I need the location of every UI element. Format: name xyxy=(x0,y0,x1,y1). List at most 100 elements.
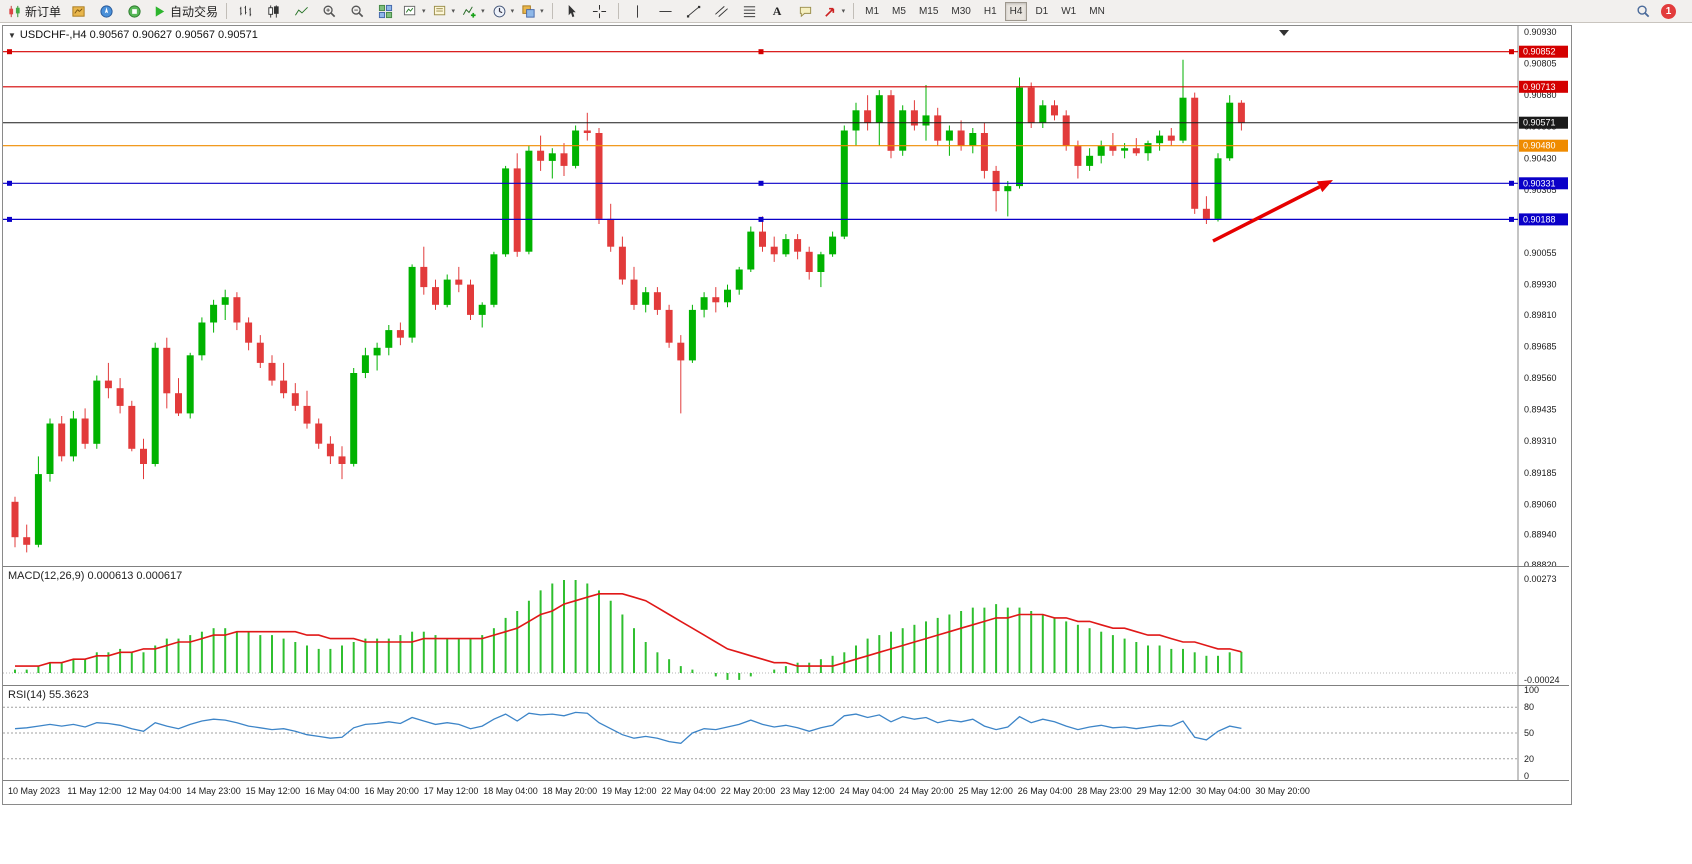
price-axis[interactable]: 0.909300.908050.906800.905550.904300.903… xyxy=(1524,27,1557,566)
line-handle[interactable] xyxy=(7,216,12,222)
candle-body xyxy=(1051,105,1058,116)
line-handle[interactable] xyxy=(1509,180,1514,186)
candle-body xyxy=(922,115,930,126)
zoom-out-icon xyxy=(351,5,364,17)
tile-windows-icon xyxy=(378,4,393,18)
candle-body xyxy=(361,355,369,373)
candle-body xyxy=(805,251,813,272)
price-tick-label: 0.89060 xyxy=(1524,499,1557,509)
rsi-pane[interactable]: 100 80 50 20 0 RSI(14) 55.3623 xyxy=(3,685,1569,780)
trend-arrow-object[interactable] xyxy=(1212,185,1321,243)
timeframe-w1-button[interactable]: W1 xyxy=(1061,5,1077,17)
timeframe-h1-button[interactable]: H1 xyxy=(983,5,997,17)
candle-body xyxy=(385,330,393,348)
timeframe-d1-button[interactable]: D1 xyxy=(1035,5,1049,17)
trendline-button[interactable] xyxy=(680,1,707,22)
horizontal-line-icon xyxy=(659,10,672,12)
line-handle[interactable] xyxy=(1509,49,1514,55)
new-chart-button[interactable]: ▾ xyxy=(400,1,429,22)
price-marker-text: 0.90713 xyxy=(1523,82,1556,92)
timeframe-h4-button[interactable]: H4 xyxy=(1004,1,1028,21)
candle-body xyxy=(537,150,545,161)
periods-button[interactable]: ▾ xyxy=(489,1,518,22)
candle-body xyxy=(1202,208,1210,219)
chart-profiles-icon xyxy=(433,5,445,15)
candle-body xyxy=(794,239,802,252)
arrows-button[interactable]: ▾ xyxy=(820,1,849,22)
cursor-button[interactable] xyxy=(558,1,585,22)
price-tick-label: 0.90430 xyxy=(1524,153,1557,163)
line-handle[interactable] xyxy=(758,180,764,186)
candle-body xyxy=(1156,135,1164,144)
candle-body xyxy=(198,322,206,356)
price-tick-label: 0.88820 xyxy=(1524,560,1557,566)
candle-body xyxy=(1132,148,1140,154)
templates-icon xyxy=(522,4,535,18)
price-tick-label: 0.88940 xyxy=(1524,530,1557,540)
main-toolbar: 新订单 自动交易 xyxy=(0,0,1692,23)
candle-body xyxy=(291,393,299,406)
market-watch-button[interactable] xyxy=(65,1,92,22)
price-tick-label: 0.89560 xyxy=(1524,373,1557,383)
candlestick-chart-button[interactable] xyxy=(260,1,287,22)
price-chart-canvas[interactable]: 0.909300.908050.906800.905550.904300.903… xyxy=(3,26,1569,566)
vertical-line-icon xyxy=(636,4,638,18)
templates-button[interactable]: ▾ xyxy=(518,1,547,22)
line-handle[interactable] xyxy=(1509,216,1514,222)
chevron-down-icon: ▾ xyxy=(841,8,846,15)
time-axis-label: 24 May 20:00 xyxy=(899,786,954,796)
timeframe-m30-button[interactable]: M30 xyxy=(951,5,971,17)
zoom-out-button[interactable] xyxy=(344,1,371,22)
chart-menu-icon[interactable]: ▼ xyxy=(8,30,16,40)
candle-body xyxy=(140,448,147,464)
autotrading-play-icon xyxy=(155,5,165,17)
rsi-canvas[interactable]: 100 80 50 20 0 xyxy=(3,686,1569,780)
navigator-button[interactable] xyxy=(93,1,120,22)
line-handle[interactable] xyxy=(758,216,764,222)
line-handle[interactable] xyxy=(7,49,12,55)
candle-body xyxy=(338,456,346,464)
equidistant-channel-button[interactable] xyxy=(708,1,735,22)
rsi-axis-label: 100 xyxy=(1524,686,1539,695)
macd-axis-label: 0.00273 xyxy=(1524,574,1557,584)
time-axis-label: 19 May 12:00 xyxy=(602,786,657,796)
line-handle[interactable] xyxy=(758,49,764,55)
horizontal-line-button[interactable] xyxy=(652,1,679,22)
text-label-button[interactable] xyxy=(792,1,819,22)
time-axis[interactable]: 10 May 2023 11 May 12:00 12 May 04:00 14 Ma… xyxy=(3,780,1569,803)
price-marker-box xyxy=(1519,177,1568,190)
price-tick-label: 0.89435 xyxy=(1524,405,1557,415)
tile-windows-button[interactable] xyxy=(372,1,399,22)
macd-pane[interactable]: 0.00273 -0.00024 MACD(12,26,9) 0.000613 0… xyxy=(3,566,1569,685)
timeframe-m5-button[interactable]: M5 xyxy=(892,5,906,17)
chart-profiles-button[interactable]: ▾ xyxy=(430,1,459,22)
crosshair-button[interactable] xyxy=(586,1,613,22)
timeframe-m1-button[interactable]: M1 xyxy=(865,5,880,17)
vertical-line-button[interactable] xyxy=(624,1,651,22)
bar-chart-button[interactable] xyxy=(232,1,259,22)
time-axis-label: 11 May 12:00 xyxy=(67,786,122,796)
timeframe-m15-button[interactable]: M15 xyxy=(918,5,939,17)
candle-body xyxy=(408,266,416,338)
autotrading-label: 自动交易 xyxy=(170,4,219,19)
new-order-button[interactable]: 新订单 xyxy=(4,1,64,22)
notification-badge[interactable]: 1 xyxy=(1661,3,1676,19)
data-window-button[interactable] xyxy=(121,1,148,22)
candle-body xyxy=(910,110,918,126)
zoom-in-button[interactable] xyxy=(316,1,343,22)
price-chart-pane[interactable]: 0.909300.908050.906800.905550.904300.903… xyxy=(3,26,1569,566)
text-button[interactable]: A xyxy=(764,1,791,22)
indicators-button[interactable]: ▾ xyxy=(459,1,488,22)
candle-body xyxy=(945,130,953,141)
line-chart-button[interactable] xyxy=(288,1,315,22)
autotrading-button[interactable]: 自动交易 xyxy=(149,1,221,22)
fibonacci-button[interactable] xyxy=(736,1,763,22)
trend-arrow-head[interactable] xyxy=(1316,180,1333,193)
timeframe-mn-button[interactable]: MN xyxy=(1089,5,1105,17)
search-icon[interactable] xyxy=(1636,4,1651,19)
candle-body xyxy=(1086,155,1094,166)
macd-canvas[interactable]: 0.00273 -0.00024 xyxy=(3,567,1569,685)
candle-body xyxy=(735,269,743,290)
line-handle[interactable] xyxy=(7,180,12,186)
